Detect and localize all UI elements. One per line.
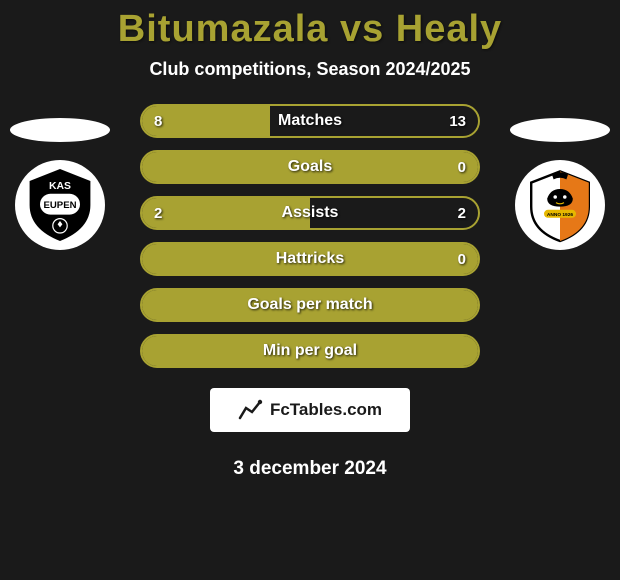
stat-value-right: 2 [458, 205, 466, 222]
svg-text:KAS: KAS [49, 181, 71, 192]
branding-box: FcTables.com [210, 388, 410, 432]
stat-bar-min-per-goal: Min per goal [140, 334, 480, 368]
svg-text:ANNO 1926: ANNO 1926 [547, 212, 573, 218]
stats-column: 8 Matches 13 Goals 0 2 Assists 2 Hattric… [110, 104, 510, 480]
stat-label: Goals per match [142, 296, 478, 314]
deinze-crest-icon: ANNO 1926 [520, 165, 600, 245]
svg-text:EUPEN: EUPEN [43, 200, 76, 211]
stat-value-right: 13 [449, 113, 466, 130]
page-title: Bitumazala vs Healy [0, 8, 620, 51]
team-badge-right: ANNO 1926 [515, 160, 605, 250]
stat-bar-matches: 8 Matches 13 [140, 104, 480, 138]
stat-label: Goals [142, 158, 478, 176]
stat-label: Hattricks [142, 250, 478, 268]
right-column: ANNO 1926 [510, 104, 610, 250]
comparison-card: Bitumazala vs Healy Club competitions, S… [0, 0, 620, 480]
stat-label: Matches [142, 112, 478, 130]
player-photo-right [510, 118, 610, 142]
team-badge-left: KAS EUPEN [15, 160, 105, 250]
fctables-logo-icon [238, 398, 264, 422]
stat-value-right: 0 [458, 159, 466, 176]
main-row: KAS EUPEN 8 Matches 13 Goals 0 [0, 104, 620, 480]
stat-value-right: 0 [458, 251, 466, 268]
player-photo-left [10, 118, 110, 142]
stat-bar-assists: 2 Assists 2 [140, 196, 480, 230]
eupen-crest-icon: KAS EUPEN [20, 165, 100, 245]
stat-bar-goals: Goals 0 [140, 150, 480, 184]
stat-label: Min per goal [142, 342, 478, 360]
left-column: KAS EUPEN [10, 104, 110, 250]
stat-bar-hattricks: Hattricks 0 [140, 242, 480, 276]
branding-text: FcTables.com [270, 400, 382, 420]
date-label: 3 december 2024 [233, 458, 386, 480]
stat-label: Assists [142, 204, 478, 222]
stat-bar-goals-per-match: Goals per match [140, 288, 480, 322]
page-subtitle: Club competitions, Season 2024/2025 [0, 59, 620, 80]
